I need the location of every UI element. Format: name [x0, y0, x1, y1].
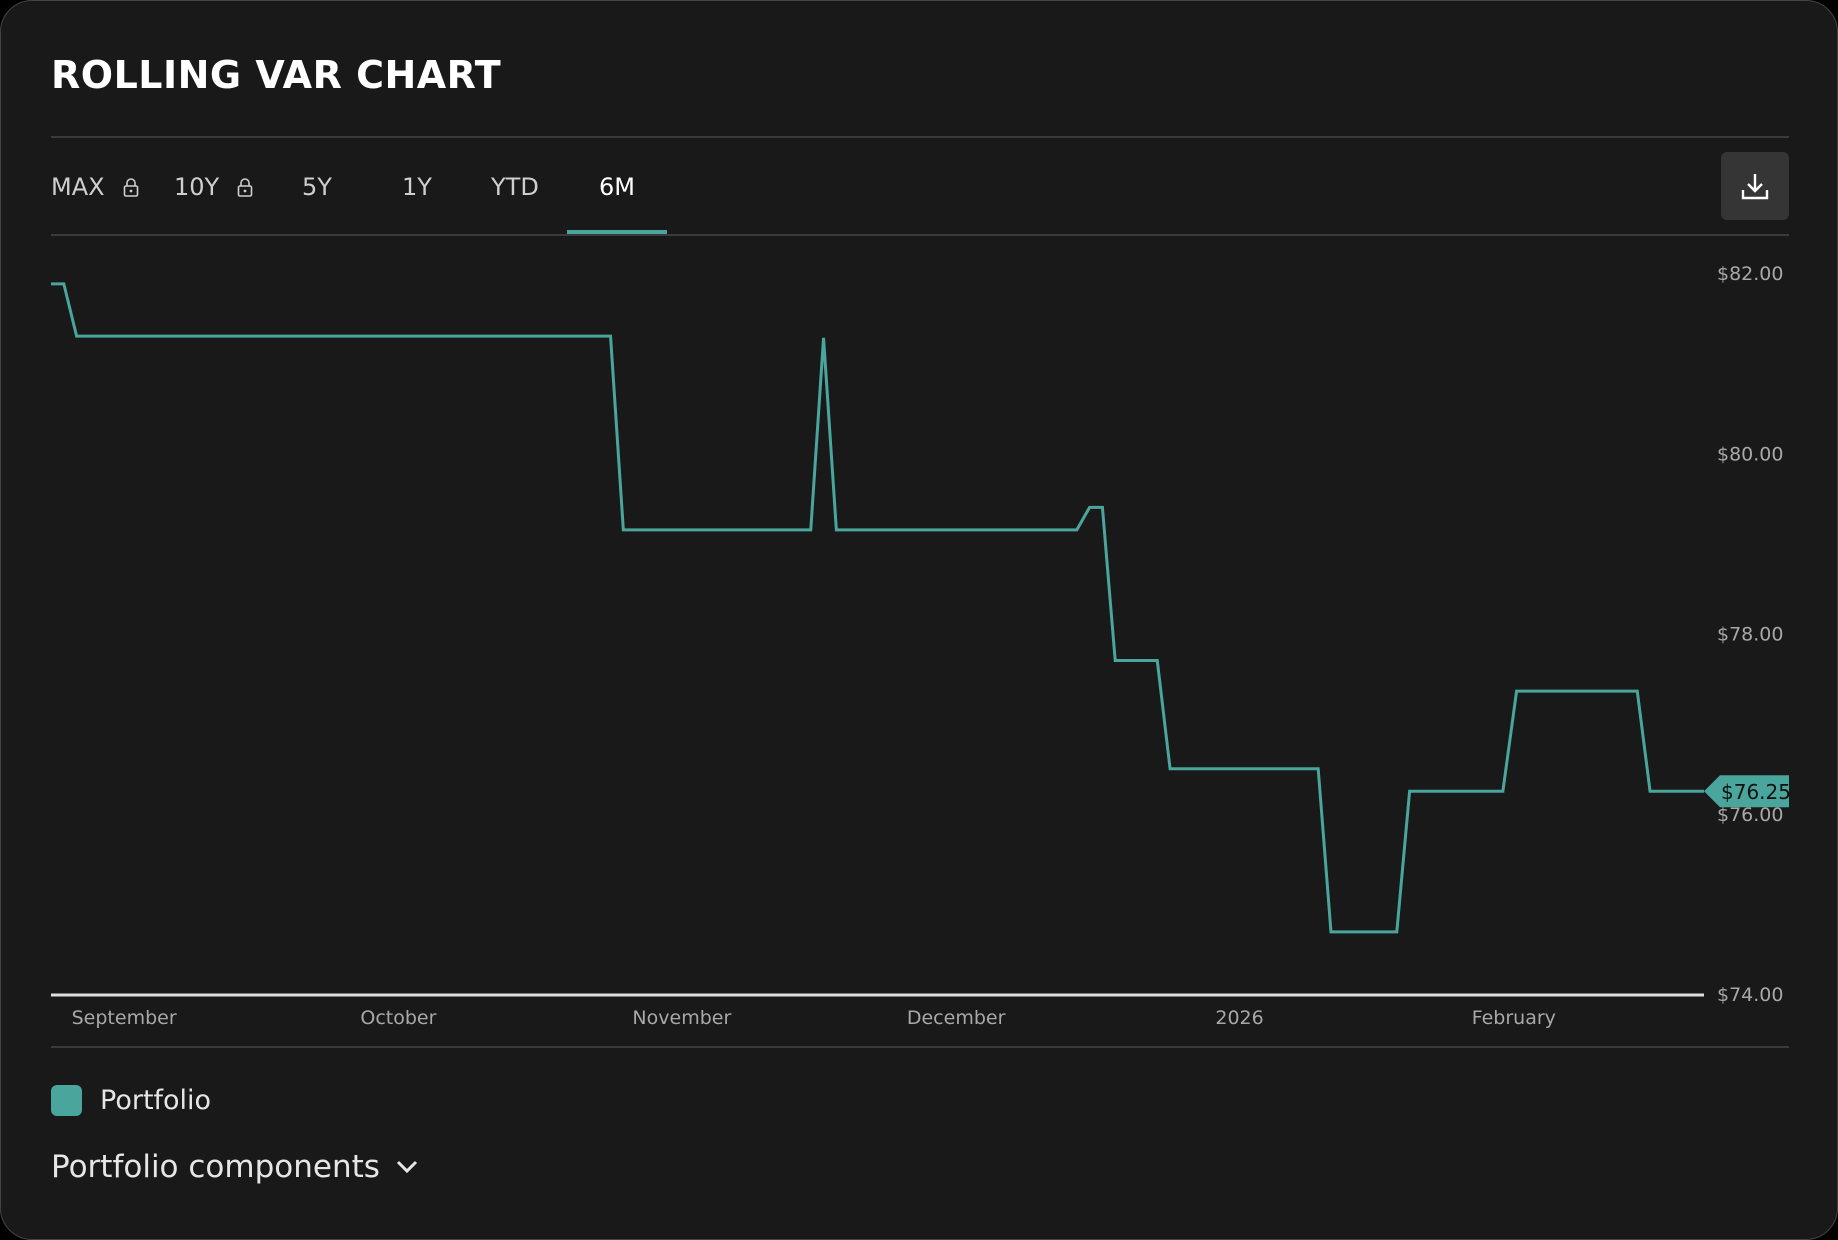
chevron-down-icon: [396, 1160, 417, 1174]
download-icon: [1741, 174, 1769, 200]
current-value-label: $76.25: [1721, 780, 1791, 804]
tab-5y[interactable]: 5Y: [302, 173, 332, 201]
rolling-var-chart: $82.00 $80.00 $78.00 $76.00 $74.00 September O…: [51, 263, 1791, 1029]
legend-label: Portfolio: [100, 1085, 212, 1116]
legend-item-portfolio[interactable]: Portfolio: [51, 1085, 211, 1116]
tab-10y[interactable]: 10Y: [174, 173, 302, 201]
current-value-tag: [1704, 775, 1789, 808]
y-tick-label: $76.00: [1717, 804, 1783, 826]
x-tick-label: December: [907, 1007, 1006, 1029]
lock-icon: [237, 178, 253, 197]
x-tick-label: September: [72, 1007, 177, 1029]
legend-swatch: [51, 1085, 82, 1116]
x-tick-label: February: [1472, 1007, 1556, 1029]
tab-1y[interactable]: 1Y: [402, 173, 432, 201]
portfolio-components-label: Portfolio components: [51, 1149, 380, 1185]
divider: [51, 234, 1789, 236]
tab-label: MAX: [51, 173, 105, 201]
divider: [51, 1046, 1789, 1048]
x-tick-label: 2026: [1215, 1007, 1263, 1029]
lock-icon: [123, 178, 138, 197]
tab-max[interactable]: MAX: [51, 173, 174, 201]
page-title: ROLLING VAR CHART: [51, 53, 502, 97]
y-tick-label: $78.00: [1717, 624, 1783, 646]
y-tick-label: $74.00: [1717, 984, 1783, 1006]
active-tab-indicator: [567, 230, 667, 234]
x-tick-label: October: [360, 1007, 436, 1029]
tab-6m[interactable]: 6M: [599, 173, 635, 201]
y-tick-label: $80.00: [1717, 443, 1783, 465]
series-line-portfolio: [51, 282, 1704, 934]
divider: [51, 136, 1789, 138]
download-button[interactable]: [1721, 152, 1789, 220]
period-tabs: MAX 10Y 5Y 1Y YTD 6M: [51, 167, 635, 207]
x-tick-label: November: [632, 1007, 731, 1029]
tab-ytd[interactable]: YTD: [491, 173, 539, 201]
tab-label: 10Y: [174, 173, 220, 201]
portfolio-components-toggle[interactable]: Portfolio components: [51, 1149, 422, 1185]
y-tick-label: $82.00: [1717, 263, 1783, 285]
